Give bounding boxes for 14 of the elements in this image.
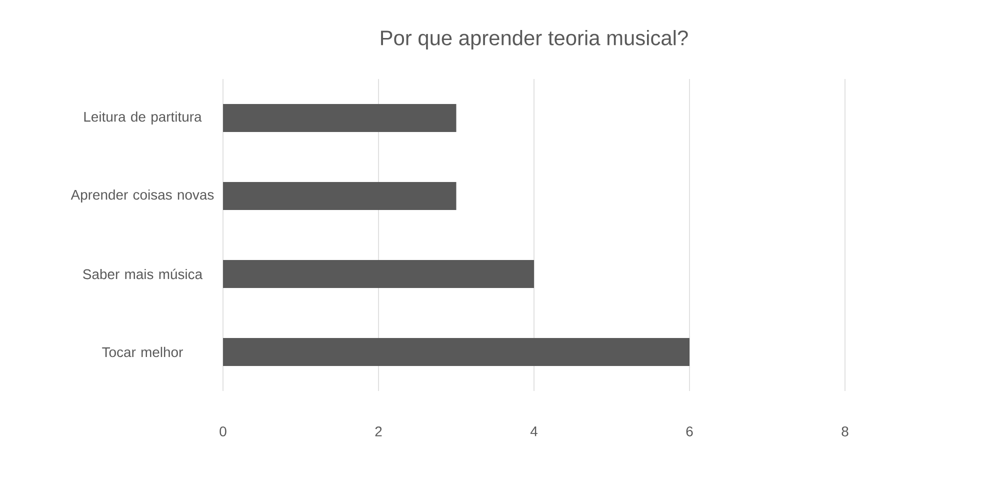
bar <box>223 260 534 288</box>
bar <box>223 338 690 366</box>
x-tick-label: 0 <box>220 426 226 436</box>
x-tick-label: 4 <box>530 426 538 436</box>
y-tick-label: Aprender coisas novas <box>70 189 214 202</box>
chart-title: Por que aprender teoria musical? <box>381 30 688 50</box>
x-tick-label: 2 <box>375 426 382 436</box>
y-tick-label: Leitura de partitura <box>84 111 202 124</box>
y-tick-label: Tocar melhor <box>102 346 183 358</box>
x-tick-label: 8 <box>842 426 848 436</box>
y-tick-label: Saber mais música <box>83 268 203 280</box>
bar <box>223 104 456 132</box>
bar <box>223 182 456 210</box>
x-tick-label: 6 <box>686 426 693 436</box>
